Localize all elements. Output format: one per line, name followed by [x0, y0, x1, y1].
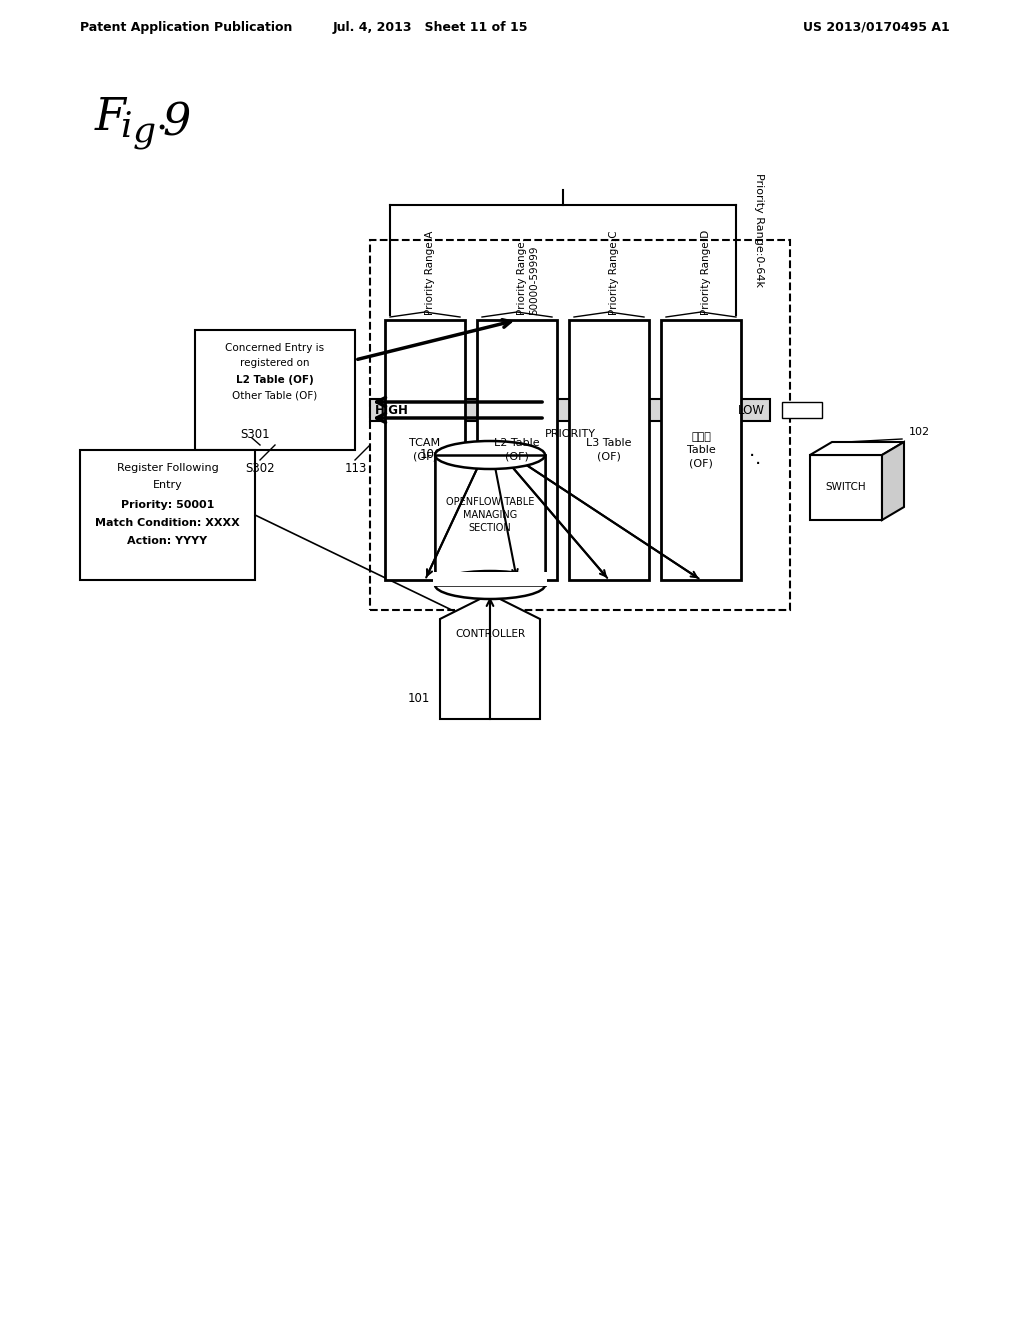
Text: .: . [155, 102, 167, 139]
Text: S302: S302 [245, 462, 274, 474]
Text: Jul. 4, 2013   Sheet 11 of 15: Jul. 4, 2013 Sheet 11 of 15 [332, 21, 527, 33]
Bar [370, 240, 790, 610]
Text: Other Table (OF): Other Table (OF) [232, 389, 317, 400]
Text: LOW: LOW [738, 404, 765, 417]
Ellipse shape [435, 572, 545, 599]
Text: S301: S301 [240, 429, 269, 441]
Text: HIGH: HIGH [375, 404, 409, 417]
Bar [435, 455, 545, 585]
Text: Priority Range:D: Priority Range:D [701, 230, 711, 315]
Bar [477, 319, 557, 579]
Text: L2 Table (OF): L2 Table (OF) [237, 375, 314, 385]
Text: Priority Range:A: Priority Range:A [425, 231, 435, 315]
Text: その他
Table
(OF): その他 Table (OF) [687, 432, 716, 469]
Text: registered on: registered on [241, 358, 309, 368]
Text: PRIORITY: PRIORITY [545, 429, 596, 440]
Text: CONTROLLER: CONTROLLER [455, 630, 525, 639]
Text: Register Following: Register Following [117, 463, 218, 473]
Bar [80, 450, 255, 579]
Ellipse shape [435, 441, 545, 469]
Text: 106: 106 [420, 449, 442, 462]
Bar [370, 399, 770, 421]
Polygon shape [810, 442, 904, 455]
Bar [782, 403, 822, 418]
Text: L3 Table
(OF): L3 Table (OF) [587, 438, 632, 462]
Text: 113: 113 [345, 462, 368, 474]
Bar [433, 572, 547, 586]
Text: 9: 9 [163, 100, 191, 144]
Text: Entry: Entry [153, 480, 182, 490]
Polygon shape [882, 442, 904, 520]
Polygon shape [440, 594, 490, 719]
Text: .: . [755, 449, 761, 467]
Text: Patent Application Publication: Patent Application Publication [80, 21, 293, 33]
Text: .: . [749, 441, 756, 459]
Bar [385, 319, 465, 579]
Text: TCAM
(OF): TCAM (OF) [410, 438, 440, 462]
Polygon shape [490, 594, 540, 719]
Text: Priority Range:0-64k: Priority Range:0-64k [754, 173, 764, 286]
Bar [435, 455, 545, 585]
Text: OPENFLOW TABLE: OPENFLOW TABLE [445, 498, 535, 507]
Bar [810, 455, 882, 520]
Text: L2 Table
(OF): L2 Table (OF) [495, 438, 540, 462]
Bar [569, 319, 649, 579]
Text: SWITCH: SWITCH [825, 483, 866, 492]
Text: g: g [133, 116, 156, 149]
Text: F: F [95, 96, 126, 139]
Text: Priority Range:
50000-59999: Priority Range: 50000-59999 [517, 238, 540, 315]
Text: US 2013/0170495 A1: US 2013/0170495 A1 [803, 21, 950, 33]
Text: Match Condition: XXXX: Match Condition: XXXX [95, 517, 240, 528]
Text: MANAGING: MANAGING [463, 510, 517, 520]
Text: Priority Range:C: Priority Range:C [609, 231, 618, 315]
Bar [435, 455, 545, 585]
Text: i: i [120, 110, 131, 144]
Text: 102: 102 [909, 426, 930, 437]
Text: Priority: 50001: Priority: 50001 [121, 500, 214, 510]
Text: Concerned Entry is: Concerned Entry is [225, 343, 325, 352]
Text: Action: YYYY: Action: YYYY [127, 536, 208, 546]
Text: SECTION: SECTION [469, 523, 511, 533]
Bar [195, 330, 355, 450]
Text: 101: 101 [408, 693, 430, 705]
Bar [662, 319, 741, 579]
